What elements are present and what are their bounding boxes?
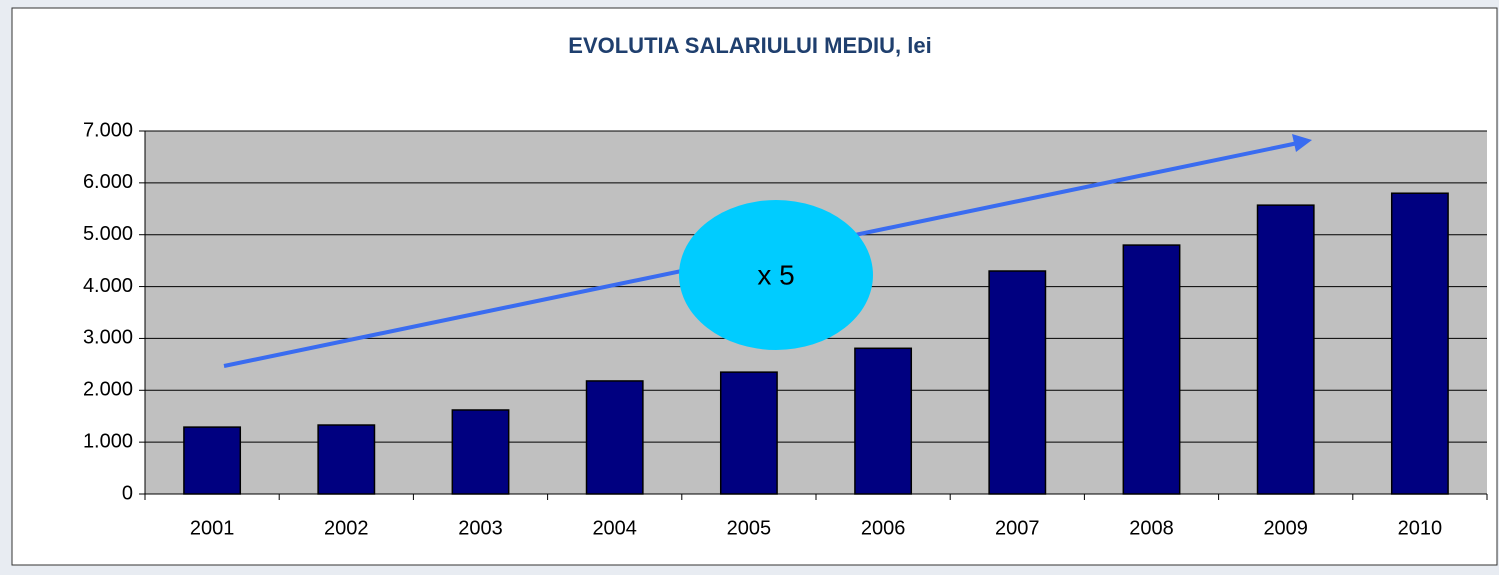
bar: [1256, 204, 1315, 495]
y-tick-label: 4.000: [83, 275, 133, 297]
y-tick-label: 6.000: [83, 171, 133, 193]
y-tick-label: 7.000: [83, 119, 133, 141]
x-tick-label: 2002: [324, 517, 369, 539]
bar: [451, 409, 510, 495]
y-tick-label: 3.000: [83, 327, 133, 349]
y-tick-label: 5.000: [83, 223, 133, 245]
bar: [585, 380, 644, 495]
bar: [719, 371, 778, 495]
x-tick-label: 2001: [190, 517, 235, 539]
bar: [1390, 192, 1449, 495]
y-tick-label: 0: [122, 482, 133, 504]
bar: [317, 424, 376, 495]
arrow-head: [1292, 134, 1312, 152]
bar: [854, 347, 913, 495]
axes: 0 1.000 2.000 3.000 4.000 5.000 6.000 7.000 2001…: [83, 119, 1488, 539]
chart-title: EVOLUTIA SALARIULUI MEDIU, lei: [568, 33, 931, 58]
x-tick-label: 2010: [1398, 517, 1443, 539]
annotation-text: x 5: [757, 259, 794, 290]
y-tick-label: 1.000: [83, 430, 133, 452]
x-tick-label: 2006: [861, 517, 906, 539]
x-tick-label: 2009: [1263, 517, 1308, 539]
bar: [183, 426, 242, 495]
bar: [988, 270, 1047, 495]
annotation-group: x 5: [223, 134, 1312, 368]
x-tick-label: 2008: [1129, 517, 1174, 539]
bar: [1122, 244, 1181, 495]
x-tick-label: 2005: [727, 517, 772, 539]
annotation-ellipse: [679, 200, 873, 350]
x-tick-label: 2004: [592, 517, 637, 539]
x-tick-label: 2003: [458, 517, 503, 539]
x-tick-label: 2007: [995, 517, 1040, 539]
y-tick-label: 2.000: [83, 379, 133, 401]
